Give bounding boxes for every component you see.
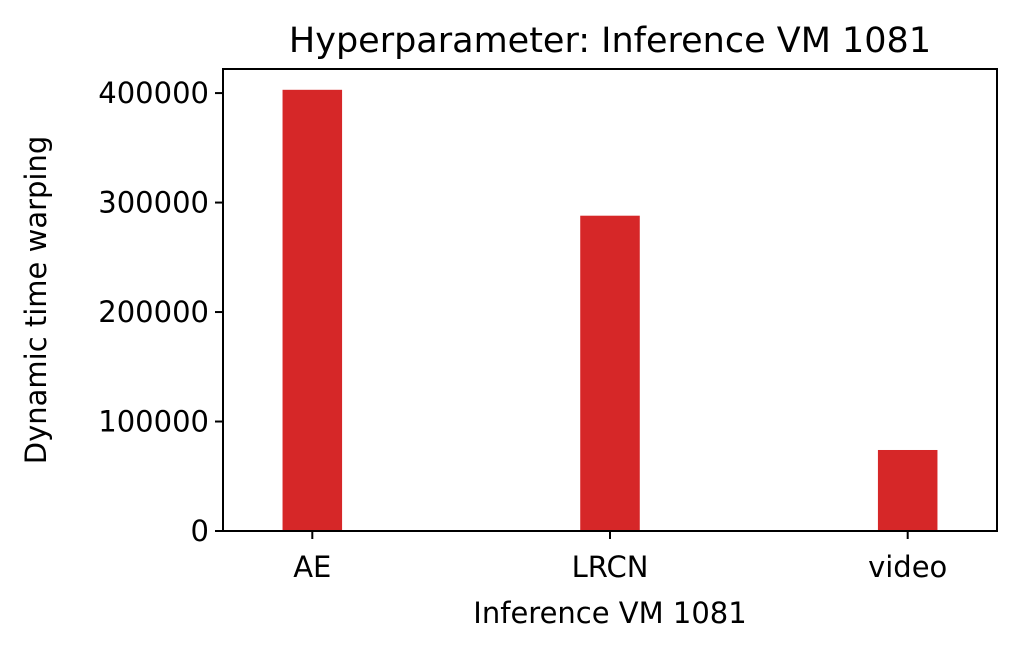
x-tick-label: LRCN xyxy=(572,550,649,584)
x-tick-label: AE xyxy=(293,550,331,584)
bars-group xyxy=(282,89,938,531)
y-tick-label: 0 xyxy=(191,514,209,548)
x-axis-ticks: AE LRCN video xyxy=(293,531,947,584)
bar-ae xyxy=(282,89,343,531)
plot-area-frame xyxy=(222,68,998,532)
x-tick-label: video xyxy=(868,550,947,584)
y-tick-label: 100000 xyxy=(98,405,209,439)
bar-video xyxy=(877,449,938,531)
y-tick-label: 400000 xyxy=(98,76,209,110)
x-axis-label: Inference VM 1081 xyxy=(473,596,746,630)
y-tick-label: 300000 xyxy=(98,186,209,220)
y-axis-label: Dynamic time warping xyxy=(19,136,53,465)
bar-lrcn xyxy=(580,215,640,531)
y-axis-ticks: 0 100000 200000 300000 400000 xyxy=(98,76,223,548)
chart-title: Hyperparameter: Inference VM 1081 xyxy=(289,21,931,61)
y-tick-label: 200000 xyxy=(98,295,209,329)
